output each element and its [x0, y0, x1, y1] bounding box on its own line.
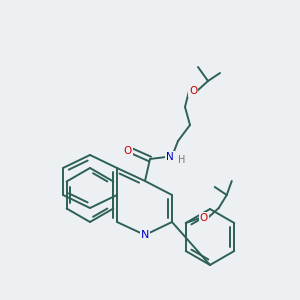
Text: O: O — [124, 146, 132, 156]
Text: H: H — [178, 155, 186, 165]
Text: N: N — [141, 230, 149, 240]
Text: N: N — [166, 152, 174, 162]
Text: O: O — [189, 86, 197, 96]
Text: O: O — [200, 213, 208, 223]
